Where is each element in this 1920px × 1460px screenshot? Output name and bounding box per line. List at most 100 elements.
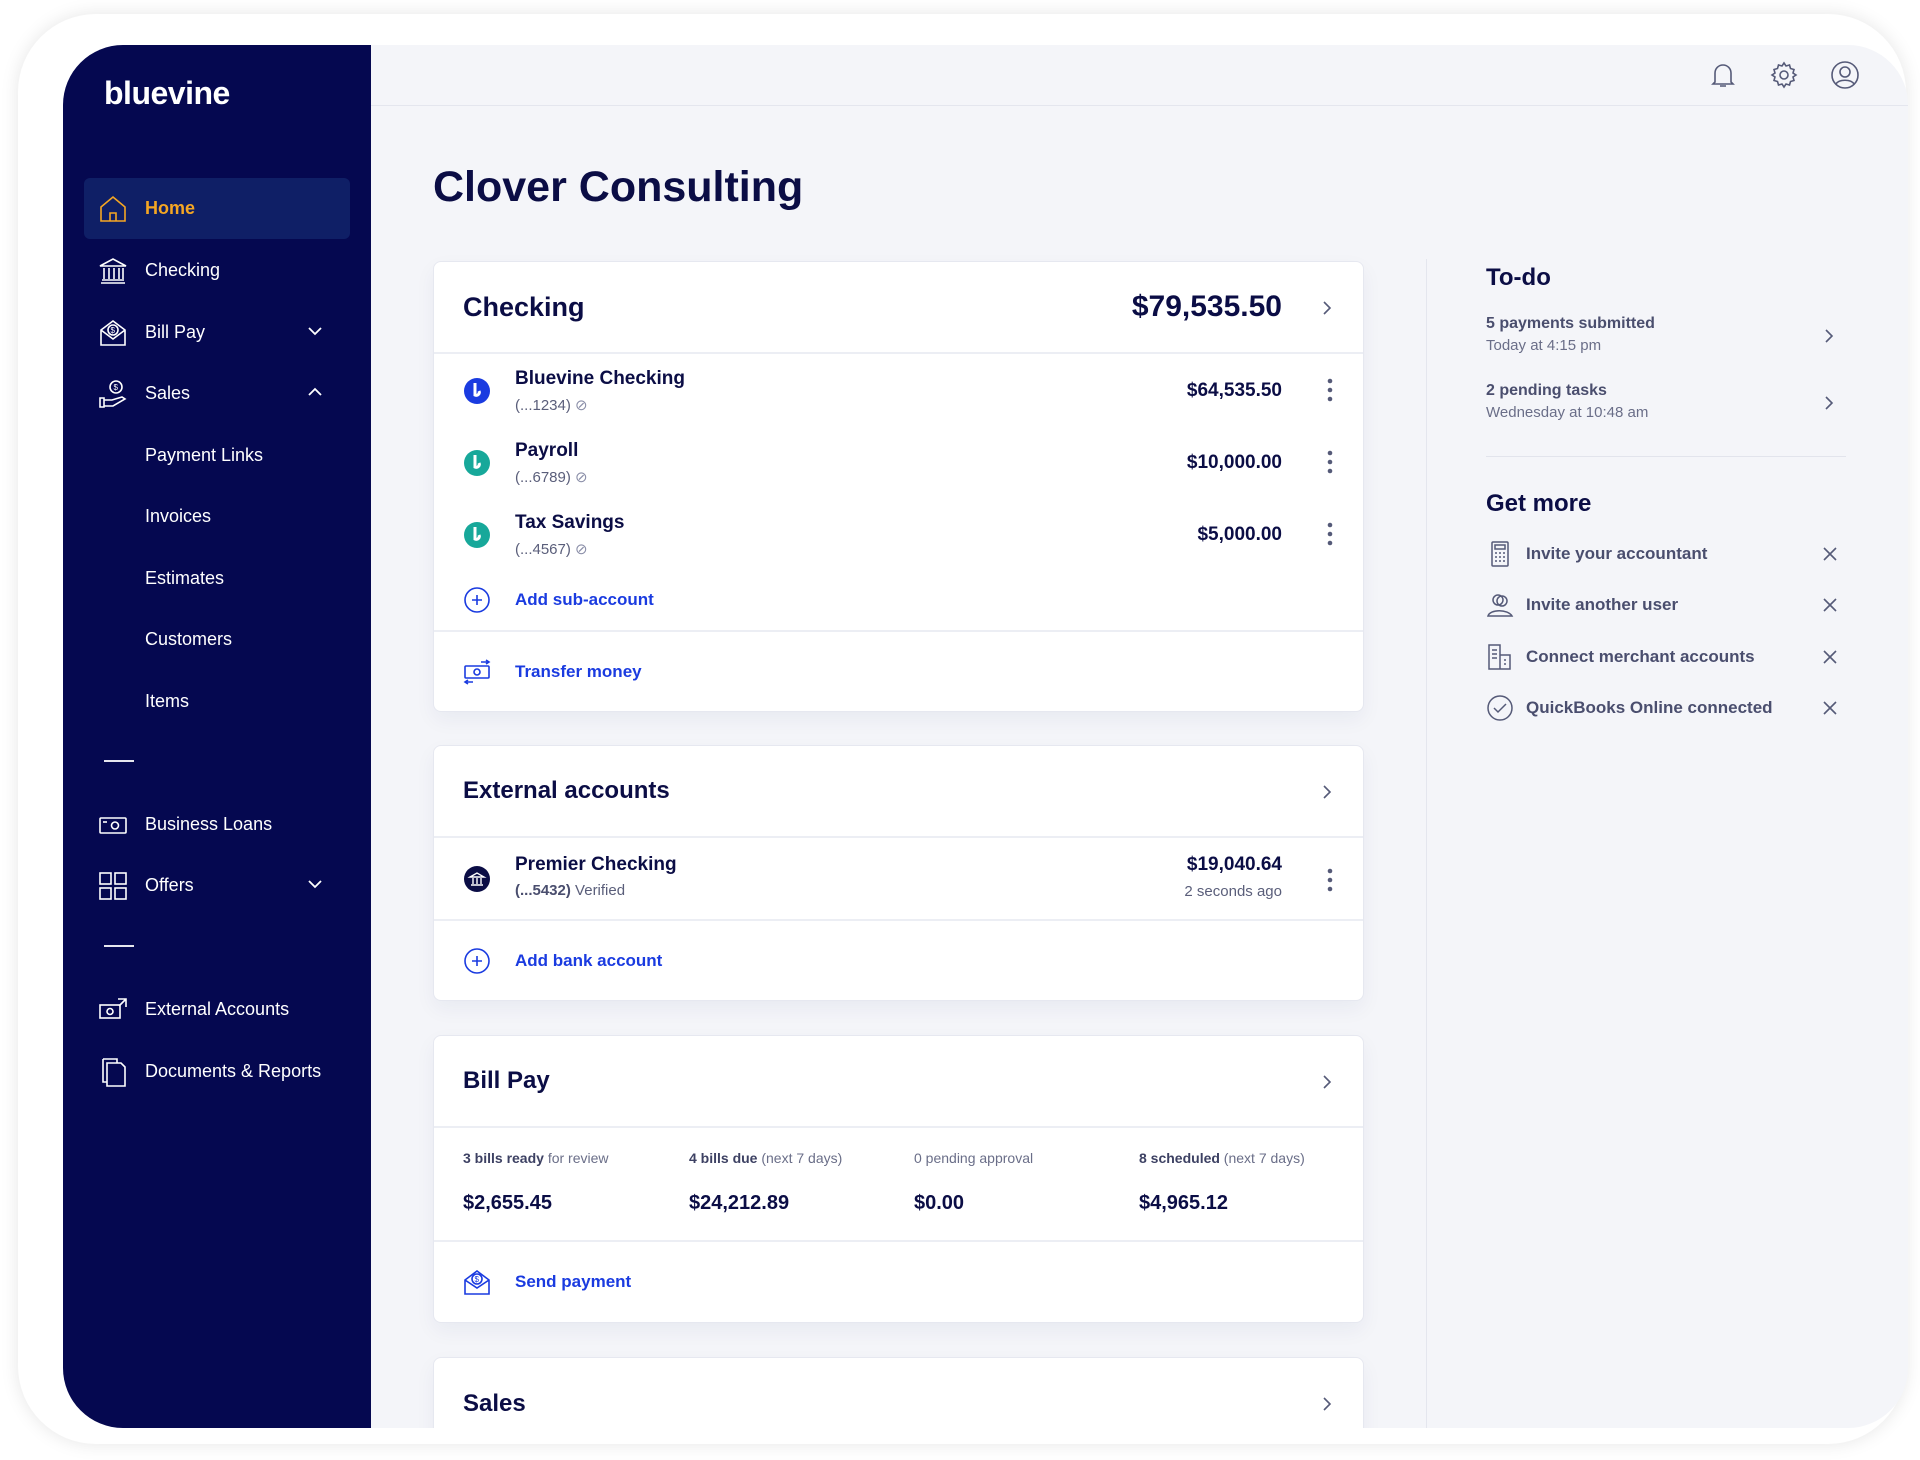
card-title: Checking: [463, 291, 585, 322]
account-number: (...1234) ⊘: [515, 397, 588, 414]
account-amount: $10,000.00: [1186, 452, 1282, 473]
bank-icon: [464, 866, 490, 892]
send-payment-button[interactable]: $ Send payment: [434, 1242, 1363, 1322]
gear-icon[interactable]: [1769, 60, 1799, 90]
more-options-icon[interactable]: [1327, 868, 1333, 892]
check-circle-icon: [1487, 695, 1513, 721]
sales-header[interactable]: Sales: [434, 1358, 1363, 1428]
sidebar-item-sales[interactable]: $ Sales: [84, 363, 350, 424]
documents-icon: [102, 1058, 126, 1087]
bill-stat[interactable]: 0 pending approval $0.00: [914, 1150, 1034, 1214]
sidebar-divider: [104, 760, 134, 762]
svg-text:$: $: [475, 1275, 480, 1284]
more-options-icon[interactable]: [1327, 522, 1333, 546]
eye-off-icon[interactable]: ⊘: [575, 469, 588, 486]
account-row[interactable]: Tax Savings (...4567) ⊘ $5,000.00: [434, 498, 1363, 570]
transfer-money-icon: [463, 659, 491, 685]
sidebar-item-offers[interactable]: Offers: [84, 855, 350, 916]
calculator-icon: [1491, 541, 1509, 567]
app-screen: bluevine Home Checking $ Bill Pay $ Sale…: [63, 45, 1908, 1428]
eye-off-icon[interactable]: ⊘: [575, 541, 588, 558]
get-more-title: Get more: [1486, 490, 1592, 517]
sidebar-item-home[interactable]: Home: [84, 178, 350, 239]
account-row[interactable]: Bluevine Checking (...1234) ⊘ $64,535.50: [434, 354, 1363, 426]
account-row[interactable]: Payroll (...6789) ⊘ $10,000.00: [434, 426, 1363, 498]
bluevine-account-icon: [464, 378, 490, 404]
user-icon[interactable]: [1830, 60, 1860, 90]
checking-total: $79,535.50: [1131, 290, 1282, 323]
bill-pay-card: Bill Pay 3 bills ready for review $2,655.…: [433, 1035, 1364, 1323]
bell-icon[interactable]: [1708, 60, 1738, 90]
loans-icon: [99, 817, 127, 834]
sidebar-item-payment-links[interactable]: Payment Links: [84, 425, 350, 486]
more-options-icon[interactable]: [1327, 450, 1333, 474]
account-name: Bluevine Checking: [515, 368, 685, 389]
sidebar-item-estimates[interactable]: Estimates: [84, 548, 350, 609]
get-more-item[interactable]: Invite another user: [1486, 587, 1846, 623]
bill-pay-icon: $: [100, 320, 126, 346]
bill-stat[interactable]: 3 bills ready for review $2,655.45: [463, 1150, 609, 1214]
right-panel-separator: [1486, 456, 1846, 457]
bill-stat[interactable]: 4 bills due (next 7 days) $24,212.89: [689, 1150, 843, 1214]
chevron-right-icon[interactable]: [1319, 298, 1335, 318]
transfer-money-button[interactable]: Transfer money: [434, 630, 1363, 711]
account-amount: $5,000.00: [1197, 524, 1282, 545]
close-icon[interactable]: [1822, 700, 1838, 716]
bill-pay-stats: 3 bills ready for review $2,655.45 4 bill…: [434, 1128, 1363, 1242]
close-icon[interactable]: [1822, 597, 1838, 613]
chevron-right-icon[interactable]: [1319, 1072, 1335, 1092]
chevron-right-icon[interactable]: [1319, 782, 1335, 802]
sidebar-divider: [104, 945, 134, 947]
sales-icon: $: [99, 380, 127, 408]
sidebar: bluevine Home Checking $ Bill Pay $ Sale…: [63, 45, 371, 1428]
add-sub-account-button[interactable]: Add sub-account: [434, 570, 1363, 630]
external-accounts-card: External accounts Premier Checking (...5…: [433, 745, 1364, 1001]
sidebar-item-label: Customers: [145, 629, 233, 649]
sidebar-item-business-loans[interactable]: Business Loans: [84, 794, 350, 855]
sidebar-item-documents-reports[interactable]: Documents & Reports: [84, 1041, 350, 1102]
add-bank-account-button[interactable]: Add bank account: [434, 921, 1363, 1000]
card-title: Sales: [463, 1390, 526, 1417]
sidebar-item-label: Payment Links: [145, 445, 264, 465]
sidebar-item-checking[interactable]: Checking: [84, 240, 350, 301]
svg-text:$: $: [114, 383, 119, 392]
send-payment-icon: $: [464, 1270, 490, 1295]
bill-pay-header[interactable]: Bill Pay: [434, 1036, 1363, 1128]
eye-off-icon[interactable]: ⊘: [575, 397, 588, 414]
close-icon[interactable]: [1822, 546, 1838, 562]
verified-status: Verified: [575, 882, 626, 899]
more-options-icon[interactable]: [1327, 378, 1333, 402]
sidebar-item-bill-pay[interactable]: $ Bill Pay: [84, 302, 350, 363]
chevron-right-icon[interactable]: [1319, 1394, 1335, 1414]
page-title: Clover Consulting: [433, 163, 804, 211]
external-account-row[interactable]: Premier Checking (...5432) Verified $19,…: [434, 838, 1363, 921]
account-number: (...4567) ⊘: [515, 541, 588, 558]
chevron-down-icon[interactable]: [306, 322, 324, 340]
grid-icon: [99, 872, 127, 900]
chevron-up-icon[interactable]: [306, 383, 324, 401]
sidebar-item-customers[interactable]: Customers: [84, 609, 350, 670]
todo-item[interactable]: 2 pending tasks Wednesday at 10:48 am: [1486, 382, 1846, 421]
close-icon[interactable]: [1822, 649, 1838, 665]
bill-stat[interactable]: 8 scheduled (next 7 days) $4,965.12: [1139, 1150, 1305, 1214]
get-more-item[interactable]: Invite your accountant: [1486, 536, 1846, 572]
sidebar-item-invoices[interactable]: Invoices: [84, 486, 350, 547]
external-accounts-header[interactable]: External accounts: [434, 746, 1363, 838]
get-more-item[interactable]: QuickBooks Online connected: [1486, 690, 1846, 726]
sidebar-item-label: Estimates: [145, 568, 225, 588]
bank-icon: [99, 258, 127, 284]
sidebar-item-label: Bill Pay: [145, 322, 206, 342]
chevron-down-icon[interactable]: [306, 875, 324, 893]
todo-item[interactable]: 5 payments submitted Today at 4:15 pm: [1486, 315, 1846, 354]
checking-card: Checking $79,535.50 Bluevine Checking (.…: [433, 261, 1364, 712]
chevron-right-icon: [1825, 396, 1834, 410]
card-title: External accounts: [463, 777, 670, 804]
device-frame: bluevine Home Checking $ Bill Pay $ Sale…: [18, 14, 1908, 1444]
get-more-item[interactable]: Connect merchant accounts: [1486, 639, 1846, 675]
bluevine-logo[interactable]: bluevine: [104, 75, 230, 111]
sidebar-item-items[interactable]: Items: [84, 671, 350, 732]
sidebar-item-external-accounts[interactable]: External Accounts: [84, 979, 350, 1040]
bluevine-account-icon: [464, 450, 490, 476]
sidebar-item-label: Items: [145, 691, 190, 711]
checking-card-header[interactable]: Checking $79,535.50: [434, 262, 1363, 354]
